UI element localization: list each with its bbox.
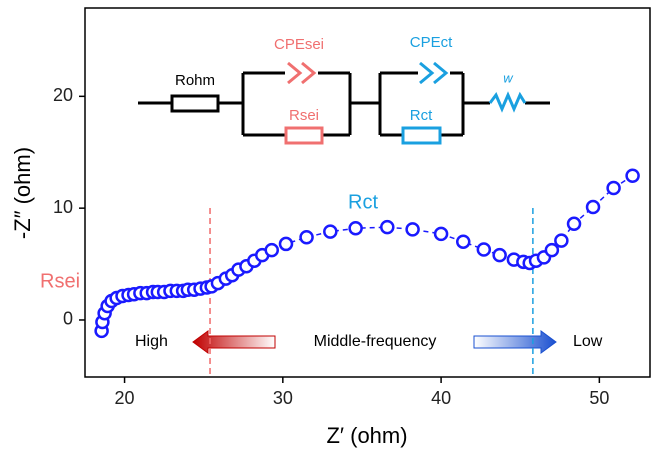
circuit-label: Rohm	[175, 72, 215, 89]
data-point	[492, 247, 507, 263]
arrow	[473, 330, 557, 354]
data-point	[606, 180, 621, 196]
y-tick-label: 0	[63, 309, 73, 329]
y-tick-label: 10	[53, 197, 73, 217]
circuit-label: CPEsei	[274, 36, 324, 53]
x-axis-label: Z′ (ohm)	[326, 423, 407, 448]
data-point	[278, 236, 294, 252]
x-tick-label: 30	[273, 388, 293, 408]
data-point	[554, 233, 569, 248]
x-tick-label: 50	[589, 388, 609, 408]
annotation: Rsei	[40, 270, 80, 292]
data-point	[625, 168, 640, 183]
data-point	[264, 242, 280, 258]
data-point	[433, 226, 449, 242]
data-point	[348, 221, 363, 236]
data-point	[405, 222, 420, 237]
data-point	[476, 242, 492, 257]
y-tick-label: 20	[53, 85, 73, 105]
data-point	[585, 199, 601, 215]
annotation: Middle-frequency	[314, 333, 437, 350]
circuit-label: w	[503, 70, 514, 85]
y-axis-label: -Z″ (ohm)	[10, 147, 35, 239]
circuit	[138, 61, 550, 145]
data-point	[544, 242, 560, 258]
circuit-label: CPEct	[410, 34, 453, 51]
data-point	[380, 219, 395, 235]
annotation: Low	[573, 333, 603, 350]
annotation: High	[135, 333, 168, 350]
data-point	[299, 229, 314, 245]
annotation: Rct	[348, 191, 378, 213]
data-point	[323, 224, 338, 239]
circuit-label: Rsei	[289, 107, 319, 124]
data-point	[566, 216, 582, 232]
arrow	[192, 330, 276, 354]
x-tick-label: 20	[115, 388, 135, 408]
circuit-label: Rct	[410, 107, 433, 124]
x-tick-label: 40	[431, 388, 451, 408]
plot-frame	[84, 7, 651, 378]
data-point	[455, 234, 471, 249]
